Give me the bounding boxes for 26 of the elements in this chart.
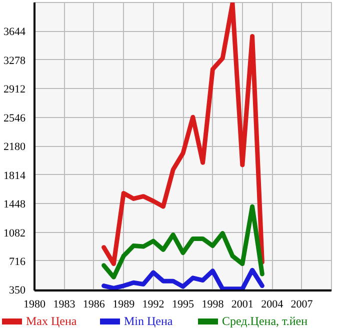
y-tick-label: 3278 xyxy=(4,54,26,67)
legend-label: Min Цена xyxy=(124,314,173,328)
x-tick-label: 1989 xyxy=(112,298,136,310)
y-tick-label: 3644 xyxy=(4,26,26,38)
x-tick-label: 2007 xyxy=(290,298,314,310)
x-tick-label: 1980 xyxy=(24,298,46,310)
x-tick-label: 1998 xyxy=(202,298,224,310)
y-tick-label: 1448 xyxy=(4,198,26,211)
y-tick-label: 716 xyxy=(9,256,26,268)
x-tick-label: 2001 xyxy=(231,298,254,310)
line-series xyxy=(102,2,264,266)
legend-label: Сред.Цена, т.йен xyxy=(222,314,308,328)
x-tick-label: 2004 xyxy=(261,298,284,310)
y-tick-label: 1814 xyxy=(4,170,26,182)
x-tick-label: 1995 xyxy=(172,298,194,310)
line-series xyxy=(102,204,264,280)
x-tick-label: 1986 xyxy=(82,298,106,310)
x-tick-label: 1983 xyxy=(53,298,76,310)
legend-label: Max Цена xyxy=(26,314,77,328)
y-tick-label: 2546 xyxy=(4,112,26,124)
x-tick-label: 1992 xyxy=(142,298,164,310)
y-tick-label: 350 xyxy=(9,284,26,297)
y-tick-label: 1082 xyxy=(4,227,26,240)
y-tick-label: 2912 xyxy=(4,84,26,96)
line-series xyxy=(102,268,264,290)
y-tick-label: 2180 xyxy=(4,141,26,154)
